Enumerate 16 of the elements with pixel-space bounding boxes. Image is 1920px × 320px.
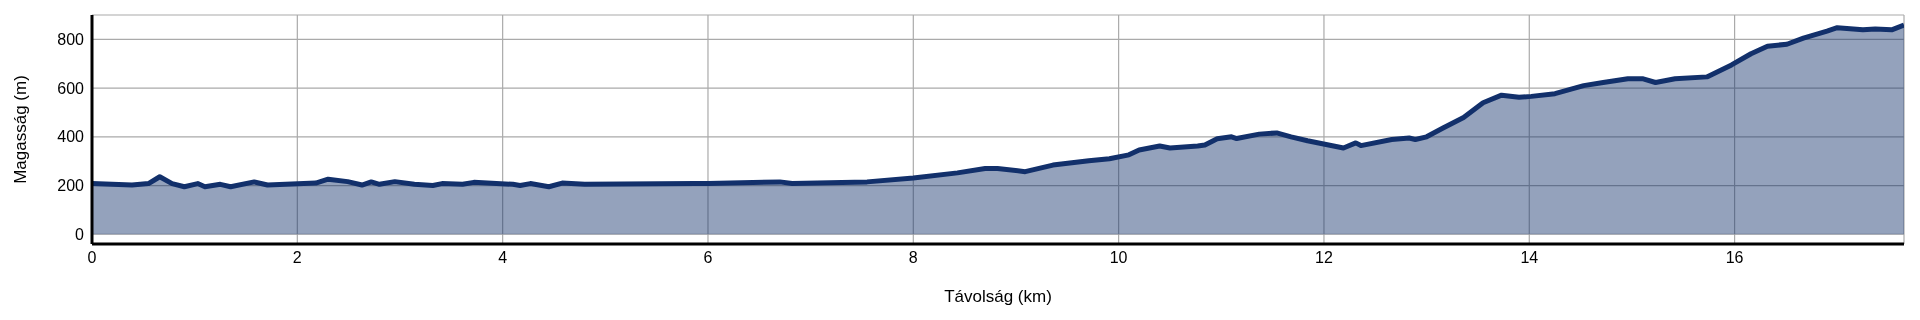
y-axis-title: Magasság (m)	[11, 75, 31, 184]
x-tick-label: 0	[87, 249, 97, 267]
y-tick-label: 600	[57, 79, 85, 97]
x-tick-label: 12	[1315, 249, 1333, 267]
y-tick-label: 0	[75, 225, 85, 243]
x-tick-label: 8	[908, 249, 918, 267]
x-tick-label: 10	[1109, 249, 1128, 267]
y-tick-label: 400	[57, 128, 85, 146]
x-tick-label: 14	[1520, 249, 1539, 267]
x-axis-title: Távolság (km)	[944, 287, 1052, 306]
x-tick-label: 16	[1725, 249, 1744, 267]
y-tick-label: 800	[57, 31, 85, 49]
x-tick-label: 4	[498, 249, 508, 267]
x-tick-label: 6	[703, 249, 713, 267]
y-tick-label: 200	[57, 177, 85, 195]
x-tick-label: 2	[292, 249, 302, 267]
